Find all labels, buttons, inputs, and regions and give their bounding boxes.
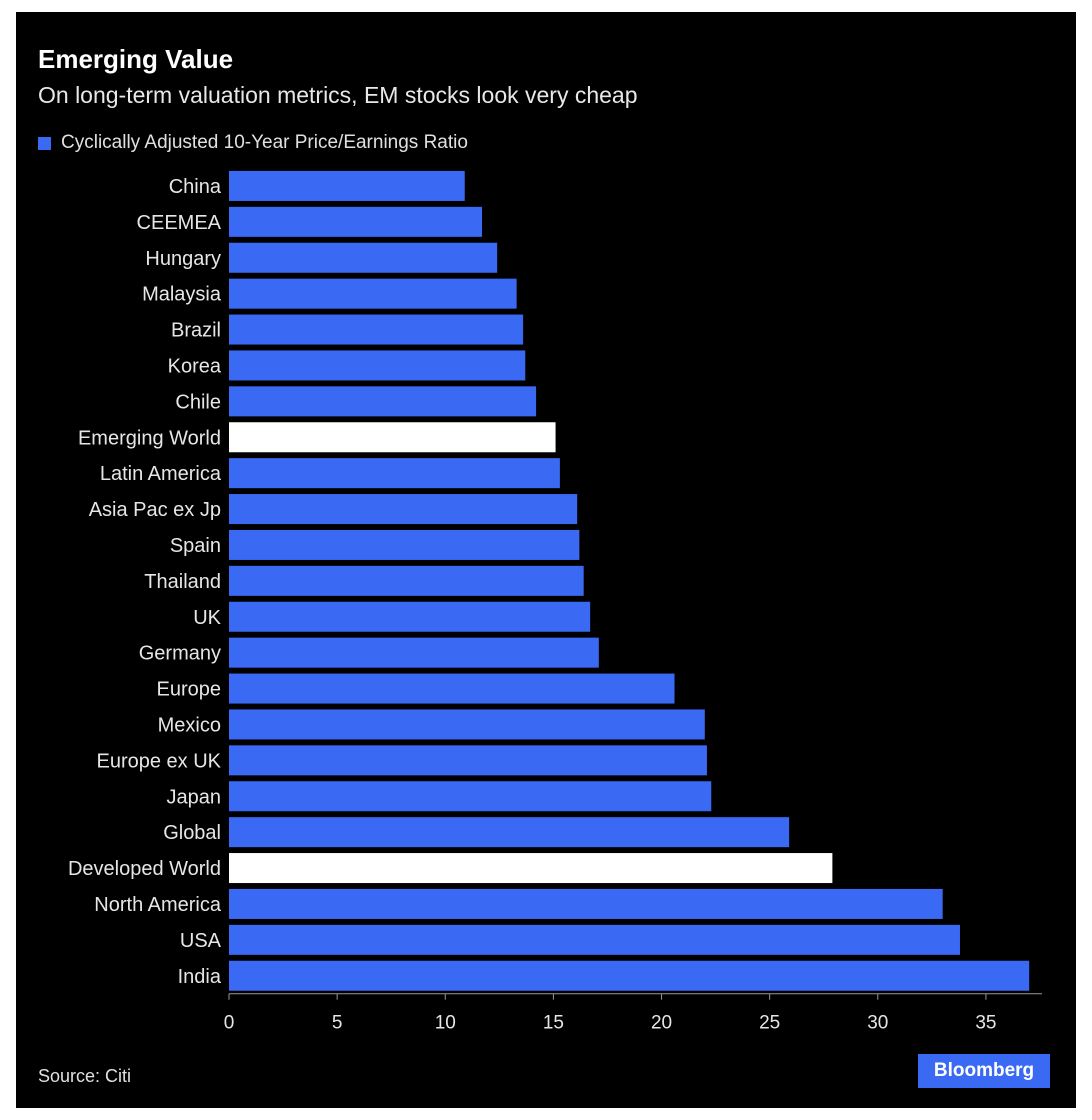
- bar-germany: [229, 637, 599, 668]
- x-tick-label: 20: [651, 1013, 672, 1034]
- category-label-chile: Chile: [175, 391, 221, 413]
- x-tick-label: 15: [543, 1013, 564, 1034]
- category-label-emerging-world: Emerging World: [78, 427, 221, 449]
- category-label-ceemea: CEEMEA: [137, 212, 222, 234]
- category-label-korea: Korea: [168, 355, 222, 377]
- category-label-japan: Japan: [167, 786, 222, 808]
- bar-developed-world: [229, 853, 833, 884]
- bar-mexico: [229, 709, 705, 740]
- x-tick-label: 35: [975, 1013, 996, 1034]
- category-label-asia-pac-ex-jp: Asia Pac ex Jp: [89, 499, 221, 521]
- x-tick-label: 5: [332, 1013, 343, 1034]
- bar-latin-america: [229, 458, 560, 489]
- category-label-developed-world: Developed World: [68, 858, 221, 880]
- bar-asia-pac-ex-jp: [229, 494, 578, 525]
- x-tick-label: 0: [224, 1013, 235, 1034]
- category-label-brazil: Brazil: [171, 320, 221, 342]
- category-label-hungary: Hungary: [145, 248, 221, 270]
- bar-japan: [229, 781, 712, 812]
- category-label-global: Global: [163, 822, 221, 844]
- category-label-europe-ex-uk: Europe ex UK: [96, 750, 221, 772]
- category-label-mexico: Mexico: [158, 714, 221, 736]
- bar-europe: [229, 673, 675, 704]
- legend-label: Cyclically Adjusted 10-Year Price/Earnin…: [61, 132, 468, 153]
- bar-spain: [229, 529, 580, 560]
- chart-frame: Emerging Value On long-term valuation me…: [16, 12, 1076, 1108]
- x-tick-label: 10: [435, 1013, 456, 1034]
- category-label-malaysia: Malaysia: [142, 284, 222, 306]
- category-label-india: India: [178, 966, 222, 988]
- bar-hungary: [229, 242, 498, 273]
- source-note: Source: Citi: [38, 1066, 132, 1086]
- bar-brazil: [229, 314, 524, 345]
- bloomberg-logo: Bloomberg: [918, 1054, 1050, 1088]
- bar-usa: [229, 924, 960, 955]
- bar-emerging-world: [229, 422, 556, 453]
- category-label-north-america: North America: [94, 894, 222, 916]
- bar-india: [229, 960, 1030, 991]
- x-tick-label: 25: [759, 1013, 780, 1034]
- bar-europe-ex-uk: [229, 745, 707, 776]
- bar-chile: [229, 386, 537, 417]
- chart-subtitle: On long-term valuation metrics, EM stock…: [38, 82, 638, 108]
- category-label-spain: Spain: [170, 535, 221, 557]
- category-label-europe: Europe: [157, 679, 222, 701]
- category-label-china: China: [169, 176, 222, 198]
- bar-ceemea: [229, 206, 483, 237]
- x-tick-label: 30: [867, 1013, 888, 1034]
- bar-uk: [229, 601, 591, 632]
- bar-korea: [229, 350, 526, 381]
- bar-north-america: [229, 888, 943, 919]
- category-label-thailand: Thailand: [144, 571, 221, 593]
- legend: Cyclically Adjusted 10-Year Price/Earnin…: [38, 132, 468, 154]
- legend-swatch: [38, 136, 51, 150]
- category-label-latin-america: Latin America: [100, 463, 222, 485]
- bar-chart: China CEEMEA Hungary Malaysia Brazil Korea Chi…: [68, 170, 1042, 1034]
- bar-malaysia: [229, 278, 517, 309]
- bar-thailand: [229, 565, 584, 596]
- bar-china: [229, 170, 465, 201]
- category-label-usa: USA: [180, 930, 222, 952]
- bar-global: [229, 817, 790, 848]
- category-label-germany: Germany: [139, 643, 221, 665]
- chart-title: Emerging Value: [38, 44, 234, 74]
- category-label-uk: UK: [193, 607, 221, 629]
